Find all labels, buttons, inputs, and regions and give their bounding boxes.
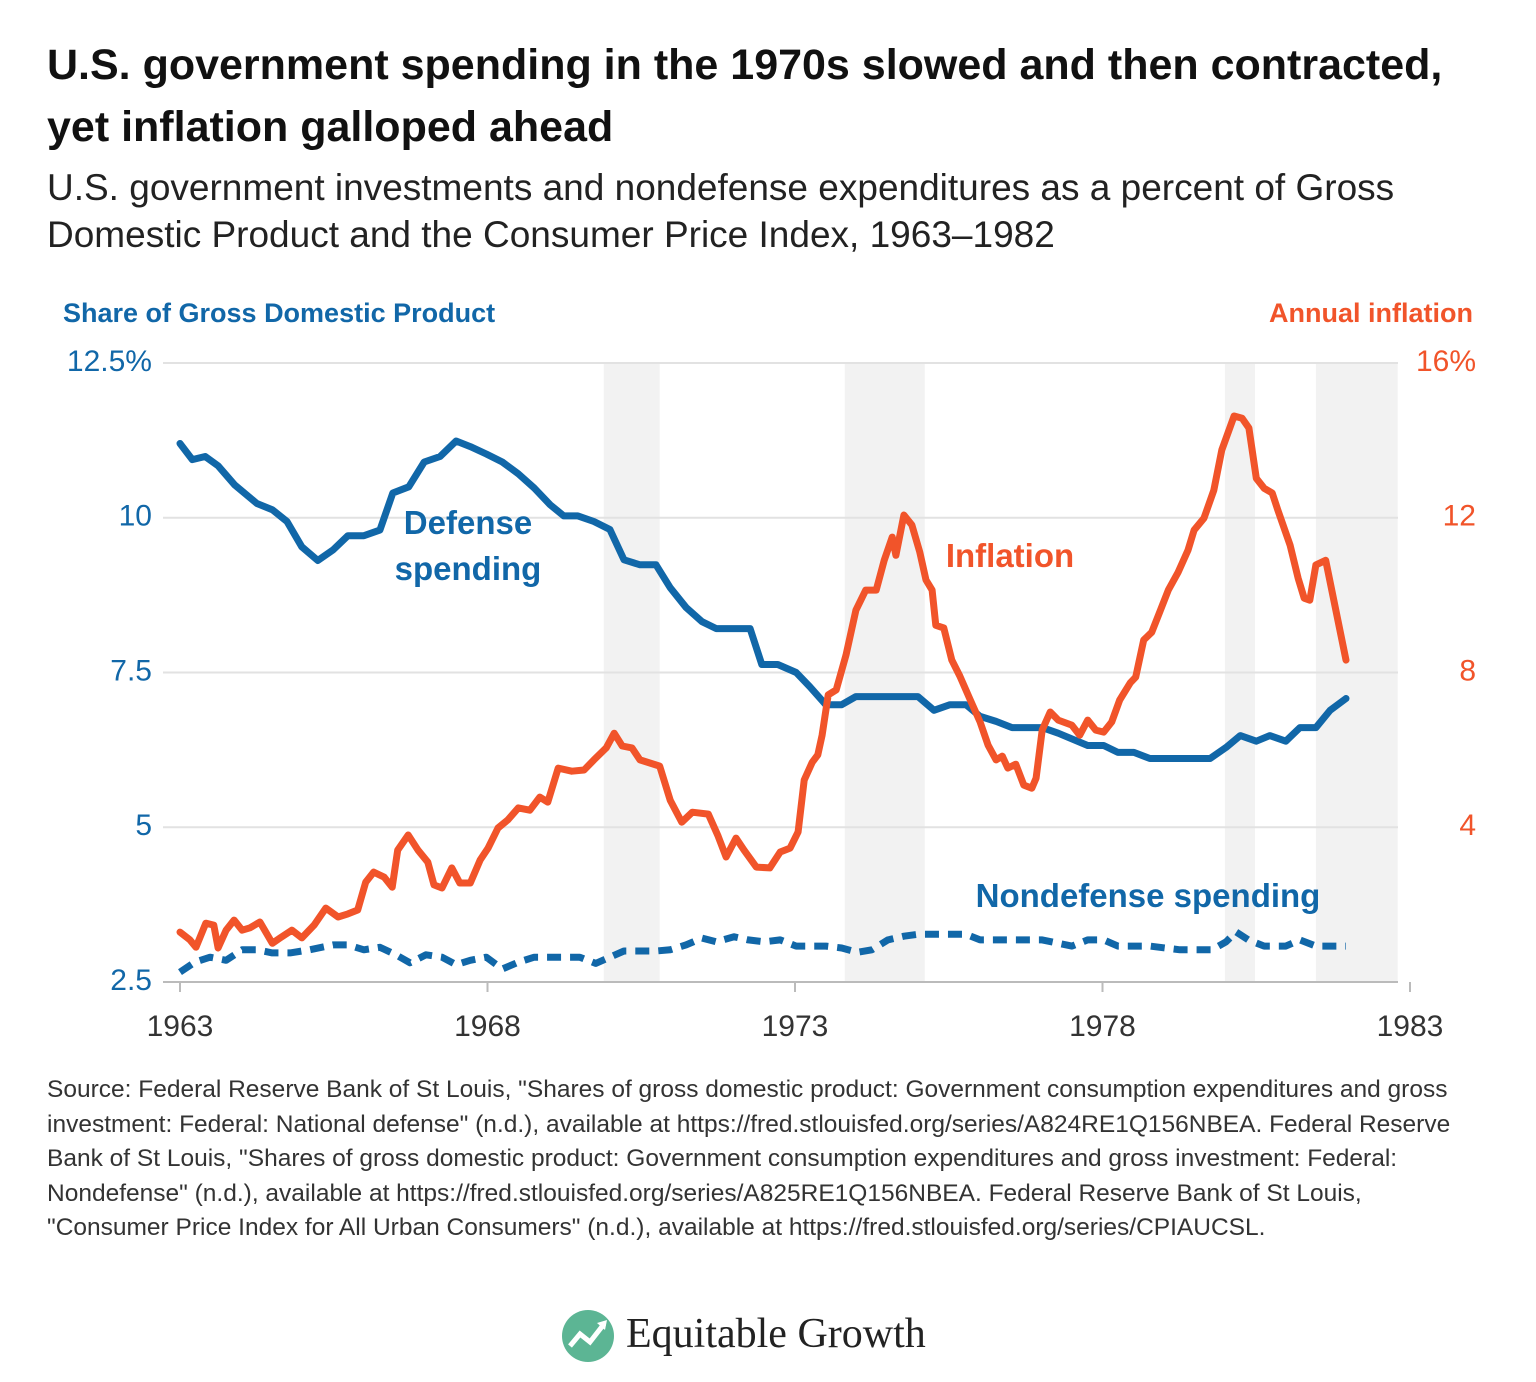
series-label: Defense spending: [394, 504, 542, 587]
grid-layer: [163, 362, 1411, 992]
series-label: Nondefense spending: [975, 877, 1321, 914]
logo-text: Equitable Growth: [626, 1311, 926, 1357]
line-layer: [176, 412, 1350, 976]
subtitle: U.S. government investments and nondefen…: [47, 167, 1395, 255]
x-tick-label: 1963: [147, 1010, 214, 1043]
source-note: Source: Federal Reserve Bank of St Louis…: [47, 1076, 1451, 1241]
y-tick-label: 5: [135, 809, 152, 842]
y-tick-label: 2.5: [110, 964, 152, 997]
y2-tick-label: 8: [1459, 654, 1476, 687]
series-line: [178, 928, 1346, 976]
y2-tick-label: 12: [1443, 500, 1476, 533]
x-tick-label: 1983: [1377, 1010, 1444, 1043]
x-tick-label: 1968: [454, 1010, 521, 1043]
series-line: [176, 437, 1350, 762]
logo-circle: [562, 1310, 614, 1362]
series-line: [176, 412, 1350, 952]
series-label: Inflation: [945, 537, 1075, 574]
title: U.S. government spending in the 1970s sl…: [47, 41, 1443, 151]
logo-arrow: [568, 1322, 606, 1348]
y2-tick-label: 4: [1459, 809, 1476, 842]
text-layer: 2.5 5 7.5 10 12.5% 4 8 12 16% 1963 1968 1973 1978 198…: [67, 345, 1476, 1043]
x-tick-label: 1978: [1069, 1010, 1136, 1043]
y-axis-title: Share of Gross Domestic Product: [63, 298, 496, 328]
y2-axis-title: Annual inflation: [1269, 298, 1473, 328]
y2-tick-label: 16%: [1416, 345, 1476, 378]
logo-arrowhead: [597, 1320, 607, 1330]
y-tick-label: 12.5%: [67, 345, 152, 378]
logo-icon: [562, 1310, 614, 1362]
y-tick-label: 10: [119, 500, 152, 533]
x-tick-label: 1973: [762, 1010, 829, 1043]
y-tick-label: 7.5: [110, 654, 152, 687]
